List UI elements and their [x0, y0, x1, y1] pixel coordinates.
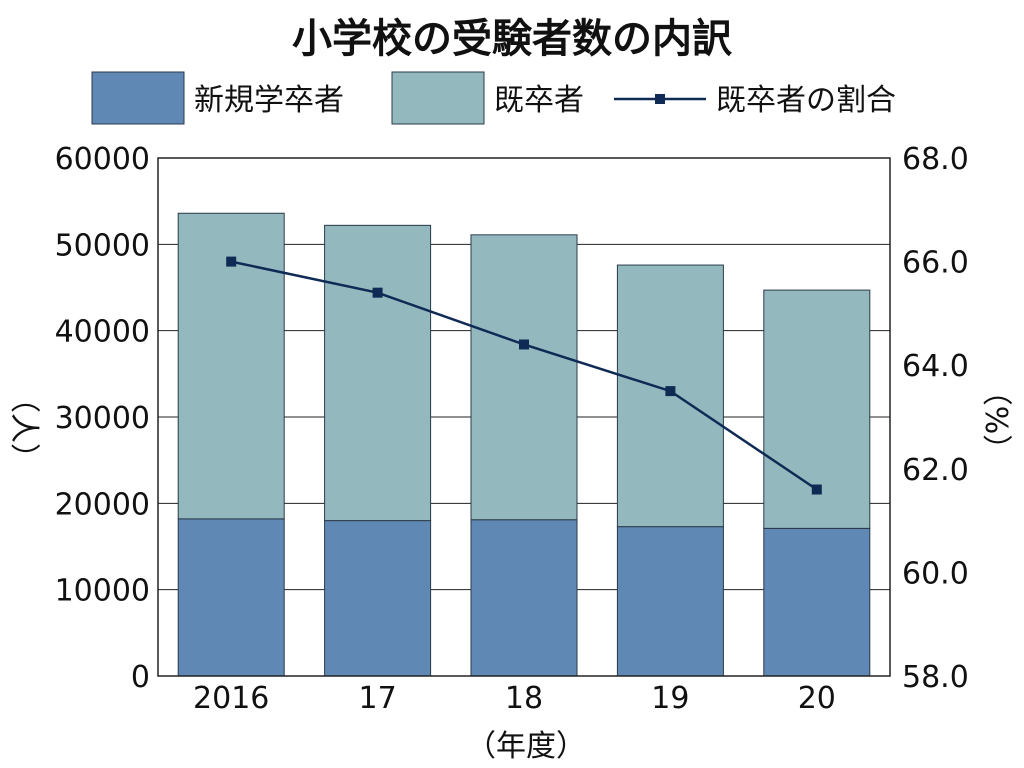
left-axis-ticks: 0 10000 20000 30000 40000 50000 60000	[55, 142, 150, 695]
y-tick-label: 60000	[55, 142, 150, 177]
bar-new-graduates-2016	[177, 518, 285, 677]
x-tick-label: 19	[651, 681, 689, 716]
plot-frame	[157, 157, 891, 677]
y2-tick-label: 58.0	[902, 660, 969, 695]
ratio-point-19	[665, 386, 676, 397]
legend-swatch-new-graduates	[91, 71, 185, 125]
legend-marker-ratio	[655, 94, 665, 104]
x-tick-label: 18	[505, 681, 543, 716]
y2-tick-label: 68.0	[902, 142, 969, 177]
y2-tick-label: 60.0	[902, 556, 969, 591]
axis-labels: （年度） （人） （%）	[6, 376, 1013, 764]
x-axis-label: （年度）	[466, 729, 586, 764]
y2-tick-label: 62.0	[902, 453, 969, 488]
bar-previous-graduates-17	[324, 224, 432, 522]
x-tick-label: 20	[798, 681, 836, 716]
ratio-point-2016	[226, 256, 237, 267]
legend-swatch-previous-graduates	[391, 71, 485, 125]
y-tick-label: 20000	[55, 487, 150, 522]
x-tick-label: 17	[359, 681, 397, 716]
legend: 新規学卒者 既卒者 既卒者の割合	[91, 71, 896, 125]
x-tick-label: 2016	[193, 681, 269, 716]
bar-new-graduates-19	[616, 526, 724, 677]
ratio-point-20	[811, 484, 822, 495]
legend-label-previous-graduates: 既卒者	[494, 83, 584, 118]
ratio-point-18	[519, 339, 529, 350]
chart-title: 小学校の受験者数の内訳	[292, 16, 733, 62]
legend-label-ratio: 既卒者の割合	[716, 83, 896, 118]
x-axis-ticks: 2016 17 18 19 20	[193, 681, 836, 716]
line-series	[226, 256, 822, 495]
bar-new-graduates-20	[763, 527, 871, 677]
y2-tick-label: 64.0	[902, 349, 969, 384]
y2-tick-label: 66.0	[902, 246, 969, 281]
bar-previous-graduates-18	[470, 234, 578, 521]
y-axis-label: （人）	[6, 383, 41, 473]
bar-new-graduates-17	[324, 520, 432, 677]
ratio-point-17	[372, 287, 383, 298]
y-tick-label: 30000	[55, 401, 150, 436]
y2-axis-label: （%）	[978, 376, 1013, 465]
bar-new-graduates-18	[470, 519, 578, 677]
y-tick-label: 50000	[55, 228, 150, 263]
y-tick-label: 10000	[55, 574, 150, 609]
bars	[177, 212, 871, 677]
y-tick-label: 0	[131, 660, 150, 695]
right-axis-ticks: 58.0 60.0 62.0 64.0 66.0 68.0	[902, 142, 969, 695]
legend-label-new-graduates: 新規学卒者	[194, 83, 344, 118]
y-tick-label: 40000	[55, 315, 150, 350]
